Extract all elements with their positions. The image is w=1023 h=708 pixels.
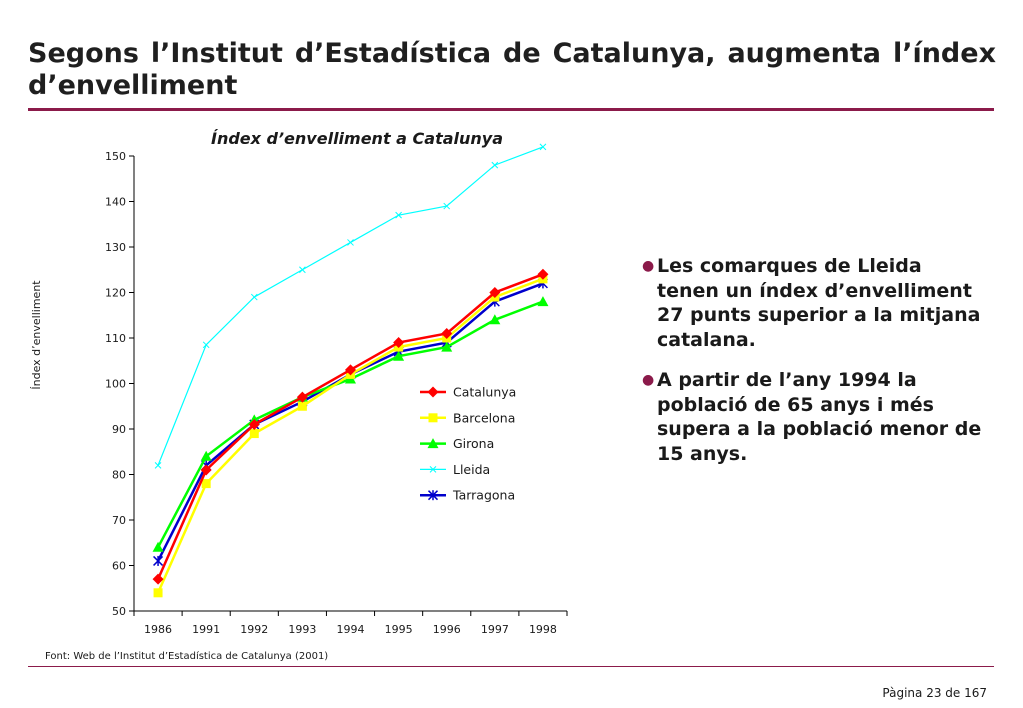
data-point-lleida bbox=[443, 202, 451, 210]
data-point-catalunya bbox=[441, 327, 453, 339]
legend-marker-icon bbox=[429, 466, 437, 473]
data-point-catalunya bbox=[537, 268, 549, 280]
data-point-lleida bbox=[539, 143, 547, 151]
footer-divider bbox=[28, 666, 994, 667]
y-tick-label: 140 bbox=[105, 196, 126, 209]
data-point-catalunya bbox=[393, 337, 405, 349]
legend-item-barcelona: Barcelona bbox=[420, 410, 515, 425]
y-axis-label: Índex d’envelliment bbox=[30, 280, 43, 390]
data-point-catalunya bbox=[345, 364, 356, 376]
data-point-lleida bbox=[299, 266, 306, 274]
legend-label: Catalunya bbox=[453, 385, 516, 400]
x-tick-label: 1994 bbox=[337, 623, 365, 636]
data-point-girona bbox=[152, 541, 164, 552]
legend-item-lleida: Lleida bbox=[420, 462, 490, 477]
x-tick-label: 1998 bbox=[529, 623, 557, 636]
y-tick-label: 110 bbox=[105, 332, 126, 345]
x-tick-label: 1992 bbox=[240, 623, 268, 636]
data-point-lleida bbox=[395, 211, 402, 219]
bullet-icon: ● bbox=[642, 258, 655, 274]
bullet-icon: ● bbox=[642, 372, 655, 388]
slide-title: Segons l’Institut d’Estadística de Catal… bbox=[28, 38, 996, 101]
y-tick-label: 80 bbox=[112, 469, 126, 482]
x-tick-label: 1997 bbox=[481, 623, 509, 636]
data-point-lleida bbox=[347, 239, 354, 246]
series-layer bbox=[152, 143, 549, 598]
y-tick-label: 100 bbox=[105, 378, 126, 391]
data-point-girona bbox=[537, 296, 549, 307]
data-point-girona bbox=[200, 450, 212, 461]
y-ticks: 50 60 70 80 90 100 110 120 130 140 150 bbox=[105, 150, 134, 618]
legend-marker-icon bbox=[427, 438, 439, 449]
x-tick-label: 1993 bbox=[288, 623, 316, 636]
chart-title: Índex d’envelliment a Catalunya bbox=[211, 129, 503, 148]
series-line-catalunya bbox=[156, 273, 544, 580]
data-point-tarragona bbox=[153, 555, 164, 566]
aging-index-chart: Índex d’envelliment a Catalunya Índex d’… bbox=[30, 129, 568, 636]
data-point-barcelona bbox=[201, 479, 211, 489]
data-point-catalunya bbox=[152, 573, 164, 585]
data-point-catalunya bbox=[296, 391, 308, 403]
x-ticks: 1986 1991 1992 1993 1994 1995 1996 1997 1998 bbox=[133, 611, 568, 636]
key-points: ● Les comarques de Lleida tenen un índex… bbox=[642, 254, 982, 482]
data-point-barcelona bbox=[249, 429, 259, 439]
x-tick-label: 1995 bbox=[385, 623, 413, 636]
y-tick-label: 70 bbox=[112, 514, 126, 527]
chart-legend: Catalunya Barcelona Girona Lleida Tarragona bbox=[420, 385, 516, 503]
chart-axes bbox=[133, 156, 567, 612]
data-point-catalunya bbox=[248, 418, 260, 430]
legend-item-tarragona: Tarragona bbox=[420, 488, 515, 503]
data-point-catalunya bbox=[489, 287, 501, 298]
data-point-lleida bbox=[202, 341, 210, 349]
legend-label: Lleida bbox=[453, 462, 490, 477]
data-point-lleida bbox=[491, 161, 499, 169]
data-point-girona bbox=[441, 341, 453, 352]
title-divider bbox=[28, 108, 994, 111]
data-point-girona bbox=[489, 314, 501, 325]
data-point-barcelona bbox=[153, 588, 163, 598]
source-note: Font: Web de l’Institut d’Estadística de… bbox=[45, 651, 329, 662]
data-point-catalunya bbox=[200, 464, 212, 476]
legend-marker-icon bbox=[427, 490, 439, 501]
legend-label: Tarragona bbox=[452, 488, 515, 503]
x-tick-label: 1986 bbox=[144, 623, 172, 636]
y-tick-label: 60 bbox=[112, 560, 126, 573]
data-point-lleida bbox=[250, 293, 258, 301]
legend-item-girona: Girona bbox=[420, 436, 494, 451]
data-point-barcelona bbox=[297, 401, 307, 411]
legend-marker-icon bbox=[428, 413, 438, 423]
bullet-text: Les comarques de Lleida tenen un índex d… bbox=[657, 255, 981, 351]
data-point-girona bbox=[393, 350, 405, 361]
x-tick-label: 1996 bbox=[433, 623, 461, 636]
bullet-text: A partir de l’any 1994 la població de 65… bbox=[657, 369, 982, 465]
y-tick-label: 150 bbox=[105, 150, 126, 163]
legend-item-catalunya: Catalunya bbox=[420, 385, 516, 400]
data-point-lleida bbox=[154, 462, 162, 469]
legend-label: Girona bbox=[453, 436, 494, 451]
x-tick-label: 1991 bbox=[192, 623, 220, 636]
page-number: Pàgina 23 de 167 bbox=[882, 686, 987, 700]
y-tick-label: 130 bbox=[105, 241, 126, 254]
series-lleida bbox=[154, 143, 547, 469]
series-catalunya bbox=[152, 268, 549, 585]
legend-label: Barcelona bbox=[453, 410, 515, 425]
series-girona bbox=[152, 296, 549, 552]
y-tick-label: 120 bbox=[105, 287, 126, 300]
legend-marker-icon bbox=[427, 386, 439, 398]
y-tick-label: 90 bbox=[112, 423, 126, 436]
y-tick-label: 50 bbox=[112, 605, 126, 618]
bullet-item: ● A partir de l’any 1994 la població de … bbox=[642, 368, 982, 466]
bullet-item: ● Les comarques de Lleida tenen un índex… bbox=[642, 254, 982, 352]
